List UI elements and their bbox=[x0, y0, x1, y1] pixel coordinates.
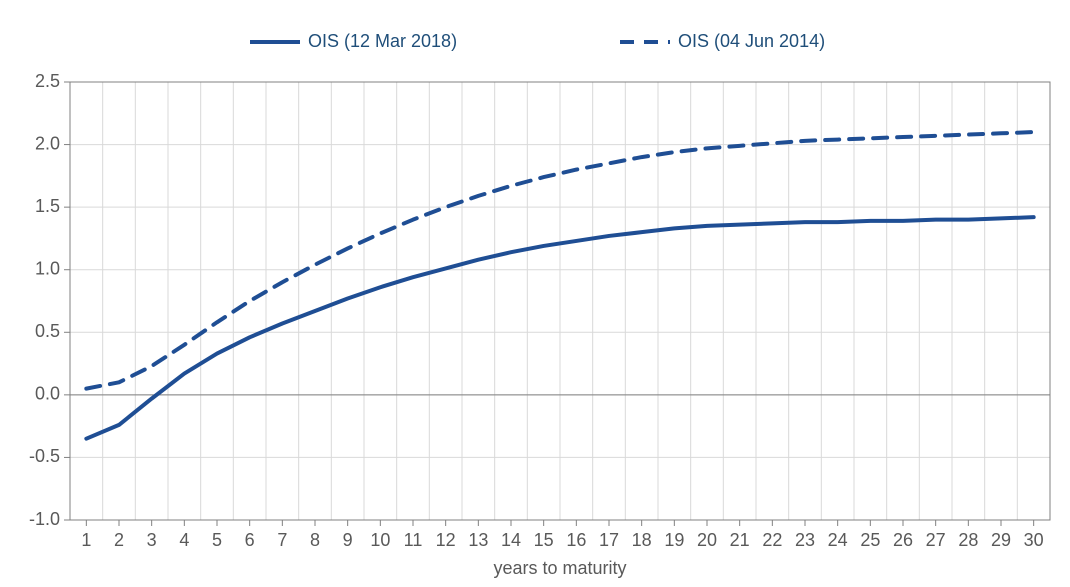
x-tick-label: 7 bbox=[277, 530, 287, 550]
y-tick-label: 1.0 bbox=[35, 258, 60, 278]
x-tick-label: 1 bbox=[81, 530, 91, 550]
x-tick-label: 22 bbox=[762, 530, 782, 550]
x-axis-label: years to maturity bbox=[493, 558, 626, 578]
x-tick-label: 21 bbox=[730, 530, 750, 550]
x-tick-label: 27 bbox=[926, 530, 946, 550]
x-tick-label: 30 bbox=[1024, 530, 1044, 550]
x-tick-label: 2 bbox=[114, 530, 124, 550]
legend-label: OIS (12 Mar 2018) bbox=[308, 31, 457, 51]
y-tick-label: 1.5 bbox=[35, 196, 60, 216]
x-tick-label: 14 bbox=[501, 530, 521, 550]
x-tick-label: 19 bbox=[664, 530, 684, 550]
y-tick-label: -1.0 bbox=[29, 509, 60, 529]
y-tick-label: -0.5 bbox=[29, 446, 60, 466]
y-tick-label: 0.5 bbox=[35, 321, 60, 341]
x-tick-label: 23 bbox=[795, 530, 815, 550]
x-tick-label: 4 bbox=[179, 530, 189, 550]
x-tick-label: 13 bbox=[468, 530, 488, 550]
x-tick-label: 10 bbox=[370, 530, 390, 550]
x-tick-label: 20 bbox=[697, 530, 717, 550]
chart-background bbox=[0, 0, 1070, 587]
x-tick-label: 5 bbox=[212, 530, 222, 550]
x-tick-label: 18 bbox=[632, 530, 652, 550]
x-tick-label: 15 bbox=[534, 530, 554, 550]
x-tick-label: 16 bbox=[566, 530, 586, 550]
x-tick-label: 26 bbox=[893, 530, 913, 550]
ois-yield-curve-chart: -1.0-0.50.00.51.01.52.02.512345678910111… bbox=[0, 0, 1070, 587]
x-tick-label: 8 bbox=[310, 530, 320, 550]
x-tick-label: 29 bbox=[991, 530, 1011, 550]
x-tick-label: 28 bbox=[958, 530, 978, 550]
x-tick-label: 12 bbox=[436, 530, 456, 550]
y-tick-label: 2.0 bbox=[35, 133, 60, 153]
x-tick-label: 3 bbox=[147, 530, 157, 550]
x-tick-label: 9 bbox=[343, 530, 353, 550]
x-tick-label: 17 bbox=[599, 530, 619, 550]
legend-label: OIS (04 Jun 2014) bbox=[678, 31, 825, 51]
x-tick-label: 25 bbox=[860, 530, 880, 550]
x-tick-label: 24 bbox=[828, 530, 848, 550]
x-tick-label: 11 bbox=[404, 530, 423, 550]
chart-svg: -1.0-0.50.00.51.01.52.02.512345678910111… bbox=[0, 0, 1070, 587]
y-tick-label: 0.0 bbox=[35, 384, 60, 404]
x-tick-label: 6 bbox=[245, 530, 255, 550]
y-tick-label: 2.5 bbox=[35, 71, 60, 91]
